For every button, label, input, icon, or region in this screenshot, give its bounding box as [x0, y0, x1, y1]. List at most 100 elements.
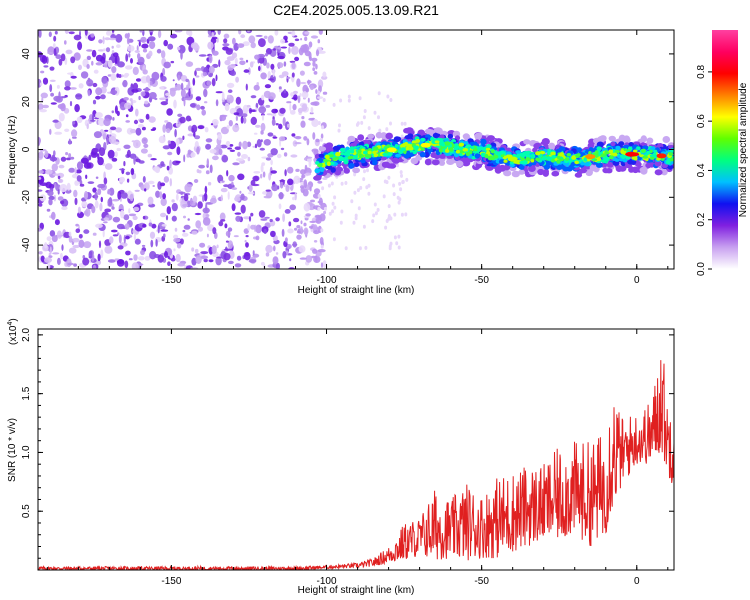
noise-blob: [283, 89, 287, 94]
noise-blob: [129, 193, 134, 202]
snr-series-line: [38, 360, 674, 570]
noise-blob: [167, 151, 173, 156]
noise-blob: [322, 91, 328, 95]
noise-blob: [358, 96, 362, 101]
signal-blob: [527, 162, 533, 167]
noise-blob: [208, 259, 214, 263]
noise-blob: [312, 67, 316, 72]
noise-blob: [194, 70, 197, 77]
signal-blob: [385, 132, 394, 140]
signal-blob: [633, 156, 638, 161]
noise-blob: [400, 173, 403, 178]
noise-blob: [298, 245, 306, 253]
noise-blob: [41, 244, 49, 252]
noise-blob: [362, 177, 366, 182]
noise-blob: [183, 97, 192, 101]
noise-blob: [211, 245, 217, 255]
noise-blob: [212, 227, 217, 235]
noise-blob: [253, 84, 260, 91]
noise-blob: [344, 246, 348, 251]
noise-blob: [77, 211, 84, 219]
noise-blob: [124, 33, 129, 39]
noise-blob: [291, 72, 295, 78]
noise-blob: [140, 148, 148, 154]
noise-blob: [385, 127, 389, 132]
signal-blob: [318, 146, 327, 152]
noise-blob: [281, 228, 285, 237]
noise-blob: [128, 258, 133, 261]
noise-blob: [163, 176, 170, 183]
noise-blob: [296, 230, 301, 234]
noise-blob: [310, 35, 319, 39]
noise-blob: [220, 126, 229, 135]
noise-blob: [94, 200, 99, 209]
colorbar-tick-label: 0.6: [696, 114, 707, 128]
noise-blob: [60, 156, 67, 162]
noise-blob: [65, 49, 73, 55]
noise-blob: [74, 104, 80, 113]
noise-blob: [124, 102, 132, 110]
noise-blob: [354, 216, 358, 221]
spectrogram-y-label: Frequency (Hz): [7, 116, 18, 185]
noise-blob: [240, 193, 245, 201]
noise-blob: [291, 62, 296, 70]
noise-blob: [150, 158, 157, 161]
noise-blob: [242, 140, 248, 150]
x-tick-label: -100: [317, 576, 337, 587]
signal-blob: [653, 149, 658, 153]
noise-blob: [229, 149, 236, 152]
signal-blob: [462, 148, 469, 152]
noise-blob: [358, 246, 362, 251]
noise-blob: [294, 56, 300, 62]
noise-blob: [302, 189, 309, 197]
noise-blob: [39, 82, 43, 86]
noise-blob: [320, 262, 324, 268]
noise-blob: [301, 91, 309, 99]
noise-blob: [117, 245, 124, 250]
noise-blob: [373, 202, 377, 207]
noise-blob: [211, 78, 216, 87]
noise-blob: [238, 30, 242, 35]
noise-blob: [304, 164, 308, 172]
noise-blob: [205, 203, 208, 212]
noise-blob: [265, 157, 272, 161]
noise-blob: [223, 252, 231, 261]
colorbar-tick-label: 0.4: [696, 163, 707, 177]
noise-blob: [123, 97, 129, 101]
noise-blob: [48, 31, 52, 38]
noise-blob: [332, 102, 336, 107]
noise-blob: [125, 235, 130, 240]
noise-blob: [60, 103, 66, 112]
noise-blob: [142, 48, 148, 53]
noise-blob: [362, 224, 366, 229]
noise-blob: [47, 52, 54, 54]
noise-blob: [347, 94, 351, 99]
signal-blob: [417, 129, 425, 136]
noise-blob: [176, 146, 181, 156]
noise-blob: [163, 39, 168, 47]
noise-blob: [389, 121, 392, 126]
noise-blob: [70, 156, 75, 160]
noise-blob: [117, 190, 122, 200]
noise-blob: [289, 60, 296, 63]
x-tick-label: -150: [161, 275, 181, 286]
noise-blob: [278, 86, 282, 90]
noise-blob: [310, 199, 315, 203]
noise-blob: [72, 136, 77, 139]
noise-blob: [88, 250, 93, 259]
signal-blob: [525, 157, 531, 162]
y-tick-label: 40: [21, 48, 32, 60]
noise-blob: [309, 84, 314, 91]
noise-blob: [58, 58, 63, 66]
noise-blob: [293, 175, 301, 184]
noise-blob: [129, 98, 133, 102]
noise-blob: [270, 63, 275, 70]
signal-blob: [588, 147, 594, 152]
noise-blob: [183, 97, 186, 107]
signal-blob: [669, 157, 674, 162]
noise-blob: [270, 170, 277, 174]
y-tick-label: 0.5: [21, 504, 32, 518]
noise-blob: [166, 108, 173, 116]
noise-blob: [195, 75, 200, 78]
signal-blob: [357, 134, 365, 141]
